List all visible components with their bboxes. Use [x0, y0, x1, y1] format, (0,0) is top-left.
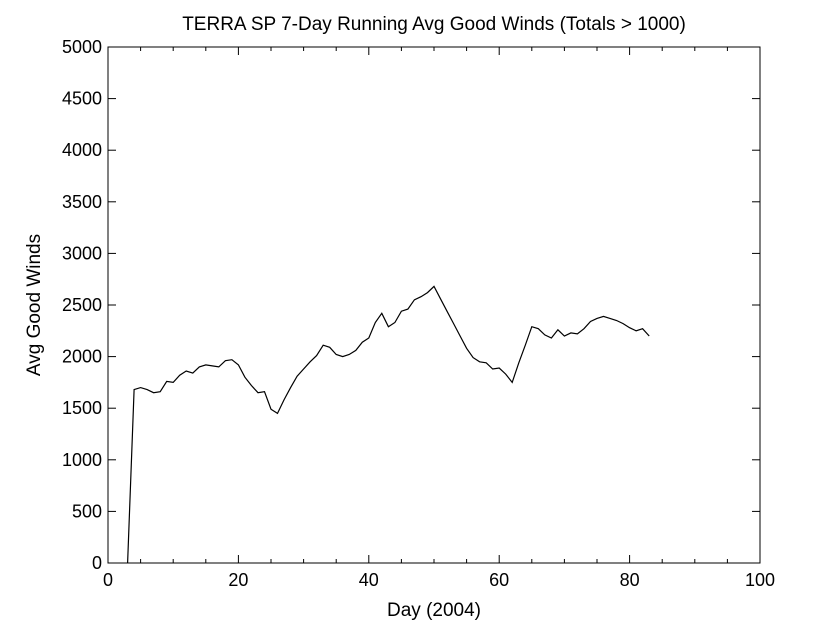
x-axis-label: Day (2004): [387, 600, 481, 621]
y-tick-label: 2000: [62, 347, 102, 367]
y-tick-label: 500: [72, 501, 102, 521]
y-tick-label: 4000: [62, 140, 102, 160]
x-tick-label: 0: [103, 570, 113, 590]
y-tick-label: 3000: [62, 243, 102, 263]
x-tick-label: 40: [359, 570, 379, 590]
axis-tick-labels: 0 20 40 60 80 1000500100015002000250030003500…: [62, 37, 775, 590]
series-line: [127, 285, 650, 564]
y-tick-label: 0: [92, 553, 102, 573]
axis-ticks: [107, 46, 761, 564]
x-tick-label: 100: [745, 570, 775, 590]
x-tick-label: 20: [228, 570, 248, 590]
chart-title: TERRA SP 7-Day Running Avg Good Winds (T…: [182, 14, 686, 35]
y-tick-label: 1500: [62, 398, 102, 418]
plot-area: [107, 46, 761, 564]
x-tick-label: 80: [620, 570, 640, 590]
y-axis-label: Avg Good Winds: [24, 234, 45, 376]
y-tick-label: 1000: [62, 450, 102, 470]
y-tick-label: 2500: [62, 295, 102, 315]
x-tick-label: 60: [489, 570, 509, 590]
y-tick-label: 4500: [62, 89, 102, 109]
y-tick-label: 3500: [62, 192, 102, 212]
y-tick-label: 5000: [62, 37, 102, 57]
